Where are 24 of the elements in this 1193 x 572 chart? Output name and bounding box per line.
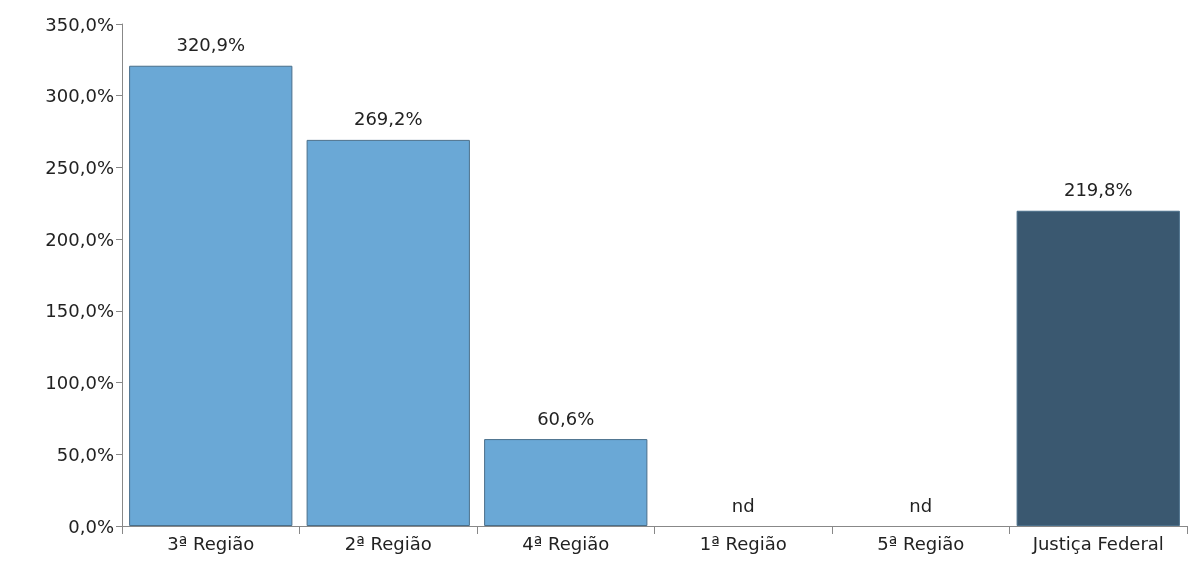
y-tick-label: 350,0%	[45, 13, 114, 35]
y-tick-label: 200,0%	[45, 228, 114, 250]
data-label: 60,6%	[537, 407, 595, 429]
bar	[129, 65, 293, 526]
data-label: 219,8%	[1063, 179, 1133, 201]
data-label: 320,9%	[176, 34, 246, 56]
x-tick-label: 1ª Região	[699, 532, 787, 554]
y-tick-label: 100,0%	[45, 372, 114, 394]
x-tick-label: Justiça Federal	[1031, 532, 1164, 554]
text: nd	[731, 494, 755, 516]
x-tick-label: 3ª Região	[167, 532, 255, 554]
y-tick-label: 250,0%	[45, 156, 114, 178]
bar	[1016, 210, 1180, 526]
x-tick-label: 2ª Região	[344, 532, 432, 554]
y-tick-label: 150,0%	[45, 300, 114, 322]
y-tick-label: 300,0%	[45, 85, 114, 107]
y-tick-label: 0,0%	[68, 515, 114, 537]
text: nd	[909, 494, 933, 516]
y-tick-label: 50,0%	[56, 443, 114, 465]
x-tick-label: 5ª Região	[877, 532, 965, 554]
bar	[306, 139, 470, 526]
data-label: 269,2%	[353, 108, 423, 130]
bar	[484, 439, 648, 526]
x-tick-label: 4ª Região	[522, 532, 610, 554]
